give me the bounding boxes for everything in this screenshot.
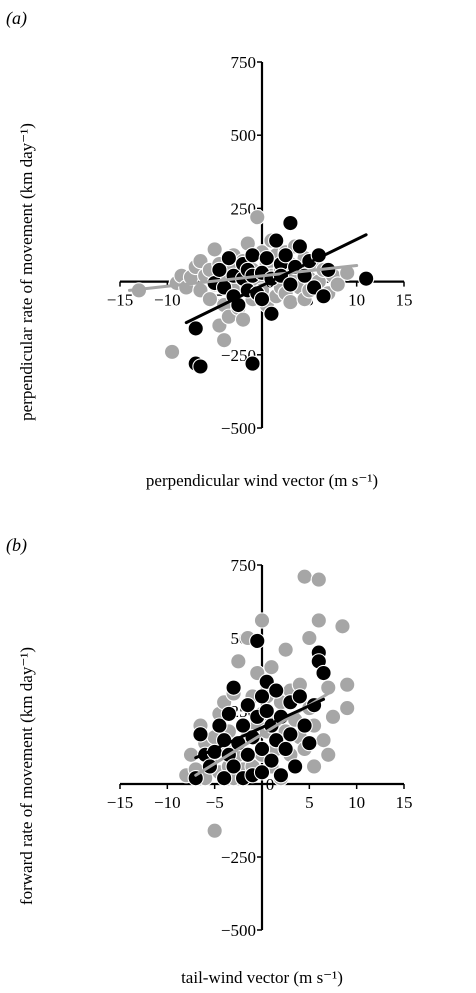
panel-b-y-tick-label: −500 bbox=[221, 921, 256, 940]
panel-a-x-tick-label: 10 bbox=[348, 291, 365, 310]
data-point bbox=[253, 291, 271, 308]
panel-b-x-tick-label: −5 bbox=[206, 793, 224, 812]
data-point bbox=[263, 659, 280, 676]
data-point bbox=[220, 705, 238, 723]
data-point bbox=[249, 632, 266, 650]
data-point bbox=[263, 305, 280, 322]
panel-b-xlabel: tail-wind vector (m s⁻¹) bbox=[181, 968, 343, 987]
data-point bbox=[192, 726, 209, 743]
data-point bbox=[282, 214, 299, 232]
data-point bbox=[329, 276, 346, 293]
data-point bbox=[215, 332, 233, 349]
data-point bbox=[301, 629, 318, 647]
data-point bbox=[272, 767, 290, 784]
panel-b-x-tick-label: 10 bbox=[348, 793, 365, 812]
data-point bbox=[310, 571, 327, 588]
data-point bbox=[282, 726, 299, 743]
data-point bbox=[201, 291, 219, 308]
data-point bbox=[268, 682, 285, 699]
data-point bbox=[187, 320, 204, 337]
data-point bbox=[239, 697, 256, 714]
panel-a-trend-line-0 bbox=[127, 263, 359, 292]
data-point bbox=[225, 679, 242, 696]
panel-a-x-tick-label: −10 bbox=[154, 291, 181, 310]
panel-a-y-tick-label: 250 bbox=[231, 199, 257, 218]
data-point bbox=[192, 358, 209, 375]
data-point bbox=[234, 717, 252, 734]
data-point bbox=[239, 746, 256, 763]
data-point bbox=[206, 822, 223, 839]
data-point bbox=[253, 740, 271, 758]
data-point bbox=[263, 752, 280, 769]
panel-a-y-tick-label: 750 bbox=[231, 53, 257, 72]
data-point bbox=[277, 641, 294, 658]
data-point bbox=[253, 688, 271, 705]
data-point bbox=[163, 343, 181, 361]
data-point bbox=[253, 764, 271, 781]
data-point bbox=[234, 311, 252, 328]
data-point bbox=[291, 238, 309, 255]
data-point bbox=[296, 568, 313, 585]
data-point bbox=[315, 732, 332, 749]
panel-a-y-tick-label: −500 bbox=[221, 419, 256, 438]
data-point bbox=[225, 758, 242, 775]
data-point bbox=[249, 209, 266, 226]
data-point bbox=[296, 717, 313, 734]
data-point bbox=[211, 261, 228, 279]
panel-b-x-tick-label: 5 bbox=[305, 793, 314, 812]
data-point bbox=[230, 653, 247, 670]
data-point bbox=[339, 676, 356, 693]
panel-b-y-tick-label: −250 bbox=[221, 848, 256, 867]
panel-b-x-tick-label: −10 bbox=[154, 793, 181, 812]
panel-b-trend-line-1 bbox=[194, 697, 326, 760]
data-point bbox=[310, 612, 327, 629]
data-point bbox=[253, 612, 271, 629]
panel-a-trend-line-1 bbox=[184, 233, 368, 325]
panel-a-xlabel: perpendicular wind vector (m s⁻¹) bbox=[146, 471, 378, 490]
data-point bbox=[291, 688, 309, 705]
panel-a-x-tick-label: −15 bbox=[107, 291, 134, 310]
panel-b-ylabel: forward rate of movement (km day⁻¹) bbox=[17, 647, 36, 905]
data-point bbox=[220, 250, 238, 267]
data-point bbox=[277, 247, 294, 264]
data-point bbox=[282, 293, 299, 311]
data-point bbox=[277, 740, 294, 758]
panel-b-x-tick-label: 0 bbox=[266, 775, 275, 794]
data-point bbox=[315, 288, 332, 305]
panel-b-label: (b) bbox=[6, 535, 27, 556]
data-point bbox=[339, 699, 356, 717]
panel-a-y-tick-label: 500 bbox=[231, 126, 257, 145]
panel-b-x-tick-label: 15 bbox=[396, 793, 413, 812]
data-point bbox=[301, 734, 318, 752]
data-point bbox=[305, 758, 323, 775]
data-point bbox=[315, 664, 332, 682]
panel-a-ylabel: perpendicular rate of movement (km day⁻¹… bbox=[17, 123, 36, 421]
data-point bbox=[206, 241, 223, 258]
panel-b-y-tick-label: 750 bbox=[231, 556, 257, 575]
data-point bbox=[268, 232, 285, 249]
data-point bbox=[324, 708, 342, 725]
panel-a-label: (a) bbox=[6, 8, 27, 29]
data-point bbox=[182, 746, 200, 763]
data-point bbox=[244, 247, 261, 264]
data-point bbox=[211, 717, 228, 734]
panel-b-x-tick-label: −15 bbox=[107, 793, 134, 812]
data-point bbox=[258, 702, 275, 720]
data-point bbox=[320, 746, 337, 763]
data-point bbox=[286, 758, 304, 775]
data-point bbox=[357, 270, 375, 287]
data-point bbox=[334, 618, 351, 635]
data-point bbox=[215, 770, 233, 787]
data-point bbox=[244, 355, 261, 372]
data-point bbox=[258, 250, 275, 267]
data-point bbox=[282, 276, 299, 293]
panel-a-x-tick-label: 15 bbox=[396, 291, 413, 310]
